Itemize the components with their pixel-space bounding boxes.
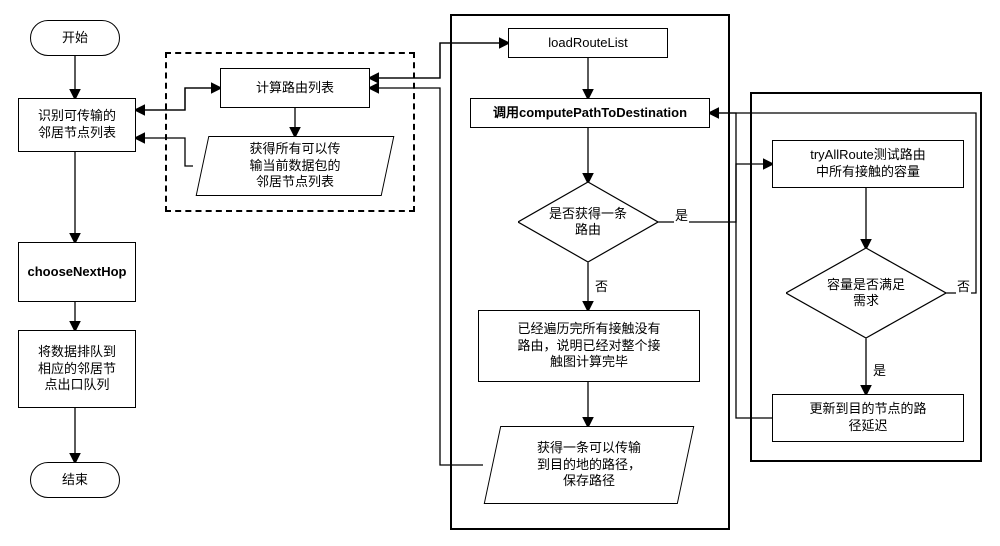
node-tryAll: tryAllRoute测试路由中所有接触的容量	[772, 140, 964, 188]
node-choose: chooseNextHop	[18, 242, 136, 302]
node-gotRoute: 是否获得一条路由	[518, 182, 658, 262]
node-updDelay: 更新到目的节点的路径延迟	[772, 394, 964, 442]
node-callCPD: 调用computePathToDestination	[470, 98, 710, 128]
node-calcRoute: 计算路由列表	[220, 68, 370, 108]
edge-label: 否	[956, 276, 971, 295]
edge-label: 是	[674, 205, 689, 224]
flowchart-canvas: 开始识别可传输的邻居节点列表 chooseNextHop 将数据排队到相应的邻居节点…	[10, 10, 990, 536]
edge-label: 否	[594, 276, 609, 295]
node-queue: 将数据排队到相应的邻居节点出口队列	[18, 330, 136, 408]
node-capOK: 容量是否满足需求	[786, 248, 946, 338]
node-end: 结束	[30, 462, 120, 498]
node-start: 开始	[30, 20, 120, 56]
node-gotPath: 获得一条可以传输到目的地的路径，保存路径	[492, 426, 686, 504]
node-idNeigh: 识别可传输的邻居节点列表	[18, 98, 136, 152]
node-neighList: 获得所有可以传输当前数据包的邻居节点列表	[202, 136, 388, 196]
node-traversed: 已经遍历完所有接触没有路由，说明已经对整个接触图计算完毕	[478, 310, 700, 382]
edge-label: 是	[872, 360, 887, 379]
node-loadRoute: loadRouteList	[508, 28, 668, 58]
